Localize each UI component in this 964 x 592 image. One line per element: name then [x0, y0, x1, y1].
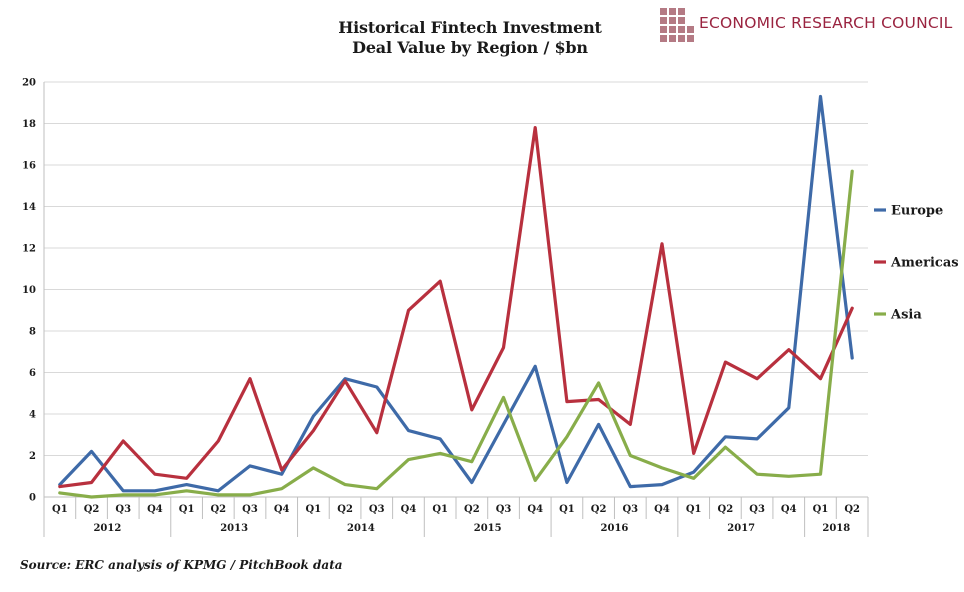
brand-logo: ECONOMIC RESEARCH COUNCIL [660, 8, 953, 44]
chart-title-line1: Historical Fintech Investment [338, 18, 602, 37]
brand-name: ECONOMIC RESEARCH COUNCIL [699, 14, 953, 32]
x-tick-label: Q1 [559, 504, 575, 515]
x-tick-label: Q4 [527, 504, 543, 515]
x-tick-label: Q1 [306, 504, 322, 515]
x-tick-label: Q1 [813, 504, 829, 515]
y-tick-label: 0 [29, 493, 36, 504]
source-note: Source: ERC analysis of KPMG / PitchBook… [20, 558, 343, 572]
axes: 0 2 4 6 8 10 12 14 16 18 20 Q1 Q2 Q3 Q4 Q1 Q2 Q3 Q4 Q1 Q2 Q3 Q… [22, 78, 869, 537]
year-label: 2018 [822, 523, 850, 534]
x-tick-label: Q2 [844, 504, 860, 515]
x-tick-label: Q3 [242, 504, 258, 515]
x-tick-label: Q2 [464, 504, 480, 515]
year-label: 2013 [220, 523, 248, 534]
y-tick-label: 20 [22, 78, 36, 89]
x-tick-label: Q3 [496, 504, 512, 515]
legend: Europe Americas Asia [874, 204, 959, 323]
x-tick-label: Q3 [749, 504, 765, 515]
series-lines [58, 94, 854, 499]
grid-lines [44, 81, 868, 498]
year-label: 2015 [474, 523, 502, 534]
x-tick-label: Q1 [686, 504, 702, 515]
y-tick-label: 4 [29, 410, 36, 421]
x-tick-label: Q1 [432, 504, 448, 515]
x-tick-label: Q2 [337, 504, 353, 515]
x-tick-label: Q2 [84, 504, 100, 515]
legend-label-europe: Europe [891, 204, 943, 219]
y-tick-label: 10 [22, 285, 36, 296]
x-tick-label: Q1 [52, 504, 68, 515]
x-tick-label: Q4 [781, 504, 797, 515]
y-tick-label: 12 [22, 244, 36, 255]
y-tick-label: 8 [29, 327, 36, 338]
x-tick-label: Q2 [718, 504, 734, 515]
x-tick-label: Q2 [591, 504, 607, 515]
legend-label-americas: Americas [890, 256, 959, 271]
year-label: 2017 [727, 523, 755, 534]
y-tick-label: 18 [22, 119, 36, 130]
brand-grid-icon [660, 8, 696, 44]
x-tick-label: Q4 [654, 504, 670, 515]
y-tick-label: 2 [29, 451, 36, 462]
x-tick-label: Q3 [115, 504, 131, 515]
x-tick-label: Q4 [147, 504, 163, 515]
y-tick-label: 6 [29, 368, 36, 379]
legend-label-asia: Asia [890, 308, 922, 323]
year-label: 2012 [93, 523, 121, 534]
chart-title-line2: Deal Value by Region / $bn [352, 38, 588, 57]
x-tick-label: Q3 [369, 504, 385, 515]
year-label: 2016 [601, 523, 629, 534]
x-tick-label: Q3 [622, 504, 638, 515]
y-tick-label: 14 [22, 202, 36, 213]
series-line-asia [58, 169, 854, 499]
x-tick-label: Q4 [274, 504, 290, 515]
series-line-europe [58, 94, 854, 493]
year-label: 2014 [347, 523, 375, 534]
x-tick-label: Q4 [401, 504, 417, 515]
x-tick-label: Q2 [210, 504, 226, 515]
x-tick-label: Q1 [179, 504, 195, 515]
y-tick-label: 16 [22, 161, 36, 172]
series-line-americas [58, 125, 854, 489]
